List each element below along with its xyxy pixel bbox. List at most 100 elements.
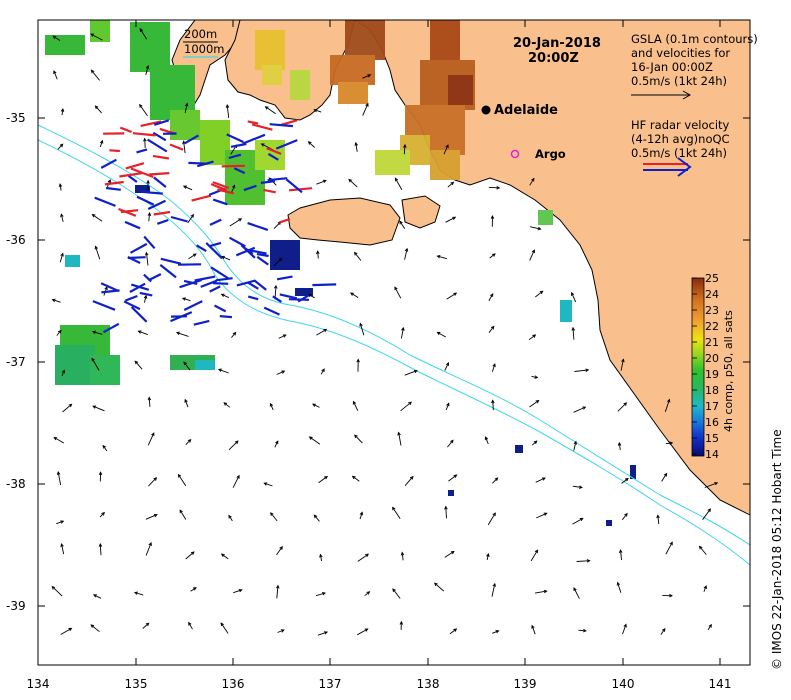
gsla-arrow — [231, 331, 237, 338]
gsla-arrow — [90, 69, 100, 81]
gsla-legend-line1: GSLA (0.1m contours) — [631, 32, 758, 46]
hf-radar-arrows — [92, 119, 337, 334]
hf-arrow-red — [266, 147, 282, 155]
hf-arrow-blue — [279, 293, 298, 300]
colorbar-tick: 21 — [705, 336, 719, 349]
gsla-arrow — [488, 325, 495, 333]
hf-arrow-blue — [256, 255, 269, 266]
gsla-arrow — [531, 375, 539, 379]
hf-arrow-blue — [148, 273, 162, 281]
hf-arrow-blue — [230, 142, 247, 148]
hf-arrow-red — [169, 143, 184, 151]
x-tick-label: 140 — [612, 677, 635, 691]
gsla-arrow — [60, 108, 65, 116]
colorbar-tick: 25 — [705, 272, 719, 285]
hf-arrow-blue — [256, 253, 269, 258]
hf-arrow-blue — [246, 248, 267, 255]
gsla-arrow — [311, 403, 320, 408]
gsla-arrow — [445, 216, 457, 223]
hf-arrow-red — [191, 194, 212, 202]
gsla-arrow — [656, 514, 660, 525]
gsla-arrow — [436, 255, 448, 260]
hf-arrow-blue — [141, 190, 163, 195]
hf-legend-scale: 0.5m/s (1kt 24h) — [631, 146, 727, 160]
hf-legend-line2: (4-12h avg)noQC — [631, 132, 730, 146]
hf-arrow-red — [104, 180, 124, 186]
gsla-arrow — [185, 551, 195, 560]
gsla-arrow — [175, 331, 189, 337]
x-tick-label: 141 — [709, 677, 732, 691]
hf-arrow-blue — [183, 279, 198, 285]
gsla-arrow — [536, 512, 548, 519]
hf-arrow-blue — [130, 306, 148, 323]
gsla-arrow — [145, 65, 150, 76]
gsla-arrow — [220, 255, 231, 261]
gsla-arrow — [534, 589, 548, 594]
land-fleurieu — [401, 195, 441, 229]
gsla-arrow — [91, 357, 100, 371]
gsla-arrow — [529, 177, 535, 186]
hf-arrow-blue — [170, 215, 188, 223]
gsla-arrow — [362, 74, 372, 79]
colorbar-tick: 20 — [705, 352, 719, 365]
gsla-arrow — [185, 439, 192, 446]
gsla-legend: GSLA (0.1m contours) and velocities for … — [631, 32, 758, 100]
gsla-arrow — [177, 473, 187, 487]
isobath-layer — [38, 124, 750, 566]
gsla-arrow — [133, 591, 144, 596]
gsla-arrow — [59, 252, 64, 263]
hf-arrow-red — [217, 188, 235, 195]
gsla-arrow — [397, 431, 402, 446]
credit-text: © IMOS 22-Jan-2018 05:12 Hobart Time — [770, 429, 784, 670]
gsla-arrow — [56, 471, 62, 486]
gsla-arrow — [660, 627, 666, 635]
gsla-arrow — [228, 440, 239, 451]
hf-arrow-blue — [194, 275, 216, 282]
gsla-arrow — [433, 582, 445, 592]
gsla-legend-scale: 0.5m/s (1kt 24h) — [631, 74, 727, 88]
gsla-arrow — [148, 477, 158, 487]
gsla-arrow — [484, 436, 489, 445]
gsla-scale-arrow — [631, 90, 692, 100]
gsla-arrow — [573, 440, 578, 451]
hf-arrow-blue — [209, 285, 221, 293]
argo-marker: Argo — [510, 147, 566, 161]
gsla-arrow — [444, 361, 449, 371]
gsla-arrow — [578, 628, 587, 633]
x-tick-label: 136 — [222, 677, 245, 691]
gsla-arrow — [147, 211, 152, 222]
hf-arrow-red — [120, 209, 139, 214]
hf-arrow-red — [149, 172, 170, 176]
gsla-arrow — [490, 215, 495, 227]
hf-arrow-blue — [213, 304, 227, 313]
gsla-arrow — [91, 214, 103, 222]
hf-arrow-blue — [242, 133, 266, 145]
gsla-arrow — [665, 441, 674, 445]
colorbar-tick: 23 — [705, 304, 719, 317]
gsla-arrow — [531, 440, 538, 446]
x-tick-label: 135 — [125, 677, 148, 691]
hf-arrow-blue — [179, 278, 202, 289]
colorbar-tick: 18 — [705, 384, 719, 397]
hf-arrow-blue — [124, 220, 141, 230]
gsla-arrow — [58, 183, 63, 191]
gsla-arrow — [232, 474, 240, 488]
gsla-arrow — [531, 624, 536, 635]
isobath-legend-1000m: 1000m — [184, 42, 224, 56]
hf-arrow-blue — [102, 322, 120, 334]
gsla-arrow — [318, 475, 329, 484]
gsla-arrow — [622, 623, 627, 635]
hf-arrow-blue — [156, 218, 169, 225]
gsla-arrow — [392, 588, 401, 599]
gsla-arrow — [229, 218, 243, 227]
colorbar-tick: 15 — [705, 432, 719, 445]
gsla-arrow — [662, 593, 673, 598]
gsla-arrow — [188, 253, 197, 260]
gsla-arrow — [276, 370, 286, 375]
hf-scale-arrow — [643, 157, 692, 177]
hf-arrow-blue — [288, 298, 310, 301]
gsla-arrow — [491, 582, 496, 597]
gsla-arrow — [56, 520, 65, 525]
gsla-arrow — [571, 326, 575, 340]
gsla-arrow — [220, 553, 229, 560]
